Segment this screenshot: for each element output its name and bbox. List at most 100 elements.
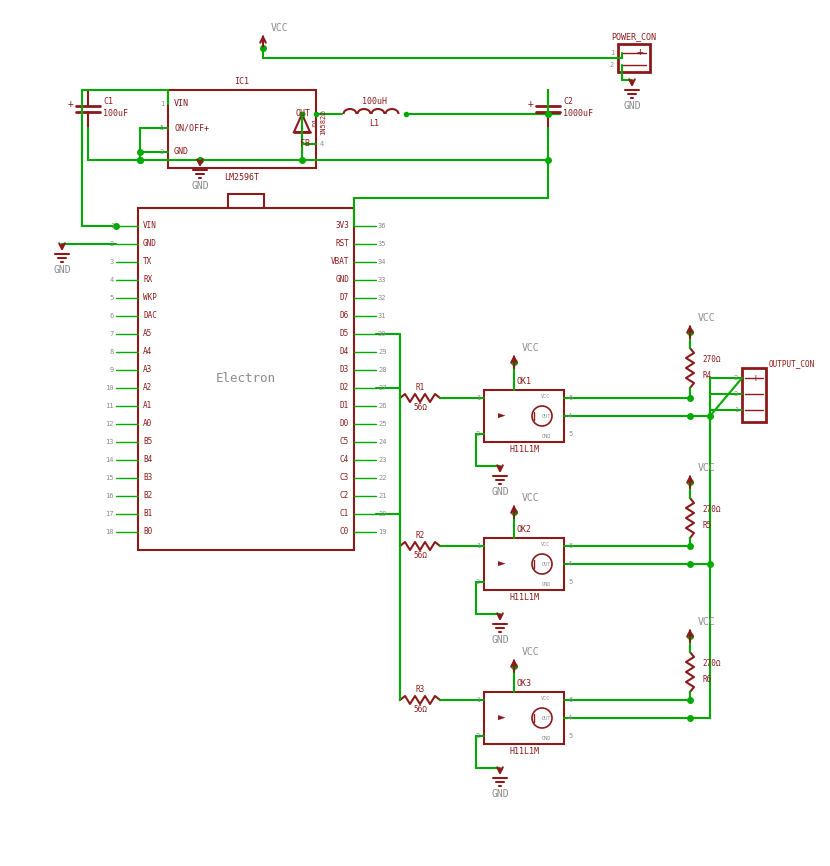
Text: GND: GND [174,147,189,157]
Text: A0: A0 [143,419,152,429]
Text: TX: TX [143,257,152,267]
Text: D7: D7 [339,294,349,302]
Text: OK1: OK1 [516,378,531,386]
Text: D4: D4 [339,347,349,357]
Text: B3: B3 [143,474,152,482]
Text: 270Ω: 270Ω [702,660,720,669]
Text: GND: GND [191,181,209,191]
Text: GND: GND [491,789,509,799]
Text: C1: C1 [339,509,349,519]
Text: R4: R4 [702,372,711,380]
Text: OUTPUT_CON: OUTPUT_CON [769,359,815,369]
Text: H11L1M: H11L1M [509,747,539,757]
Text: C4: C4 [339,456,349,464]
Text: 3: 3 [110,259,114,265]
Text: VCC: VCC [522,343,540,353]
Text: 56Ω: 56Ω [413,404,427,412]
Text: B2: B2 [143,492,152,501]
Text: VCC: VCC [522,493,540,503]
Text: 5: 5 [110,295,114,301]
Text: 5: 5 [159,125,164,131]
Text: VCC: VCC [698,313,715,323]
Text: A3: A3 [143,365,152,374]
Text: D1: D1 [312,118,318,126]
Text: 1: 1 [159,101,164,107]
Text: 32: 32 [378,295,387,301]
Text: GND: GND [623,101,641,111]
Text: OUT: OUT [295,109,310,119]
Text: A2: A2 [143,384,152,392]
Text: C2: C2 [339,492,349,501]
Text: 3V3: 3V3 [335,222,349,230]
Text: OUT: OUT [541,715,550,721]
Text: H11L1M: H11L1M [509,445,539,455]
Text: R5: R5 [702,521,711,531]
Text: R1: R1 [415,384,425,392]
Text: Electron: Electron [216,372,276,385]
Text: GND: GND [335,275,349,285]
Text: A4: A4 [143,347,152,357]
Text: L1: L1 [369,120,379,128]
Text: ►: ► [498,410,505,423]
Text: R2: R2 [415,532,425,540]
Text: 270Ω: 270Ω [702,356,720,365]
Text: 2: 2 [476,733,480,739]
Text: 2: 2 [610,62,614,68]
Text: 11: 11 [105,403,114,409]
Text: 20: 20 [378,511,387,517]
Text: 3: 3 [734,391,738,397]
Text: POWER_CON: POWER_CON [612,33,657,42]
Text: R3: R3 [415,686,425,695]
Text: C0: C0 [339,527,349,537]
Text: 12: 12 [105,421,114,427]
Text: LM2596T: LM2596T [224,173,260,183]
Text: ON/OFF+: ON/OFF+ [174,124,209,132]
Text: A5: A5 [143,329,152,339]
Text: 8: 8 [110,349,114,355]
Text: 36: 36 [378,223,387,229]
Bar [618,44,650,72]
Text: 270Ω: 270Ω [702,506,720,514]
Text: +: + [753,373,759,383]
Text: 100uH: 100uH [362,98,387,107]
Text: D2: D2 [339,384,349,392]
Text: VCC: VCC [541,695,550,701]
Text: 22: 22 [378,475,387,481]
Text: 25: 25 [378,421,387,427]
Text: 2: 2 [476,431,480,437]
Text: 1: 1 [734,407,738,413]
Text: 6: 6 [568,395,572,401]
Text: VCC: VCC [541,393,550,398]
Text: D3: D3 [339,365,349,374]
Text: 4: 4 [320,141,325,147]
Text: D6: D6 [339,312,349,320]
Text: VBAT: VBAT [330,257,349,267]
Text: 24: 24 [378,439,387,445]
Text: 28: 28 [378,367,387,373]
Text: B1: B1 [143,509,152,519]
Text: R6: R6 [702,675,711,684]
Text: GND: GND [53,265,71,275]
Text: GND: GND [541,735,550,740]
Text: 9: 9 [110,367,114,373]
Text: D0: D0 [339,419,349,429]
Text: 5: 5 [568,431,572,437]
Text: DAC: DAC [143,312,157,320]
Text: OUT: OUT [541,413,550,418]
Text: 31: 31 [378,313,387,319]
Text: GND: GND [541,434,550,438]
Text: C2: C2 [563,98,573,107]
Text: 30: 30 [378,331,387,337]
Text: B5: B5 [143,437,152,447]
Text: 100uF: 100uF [103,108,128,118]
Text: 4: 4 [110,277,114,283]
Bar [484,390,564,442]
Text: 5: 5 [568,733,572,739]
Text: D5: D5 [339,329,349,339]
Text: GND: GND [541,581,550,586]
Text: +: + [527,99,533,109]
Text: VIN: VIN [143,222,157,230]
Text: 13: 13 [105,439,114,445]
Text: 1: 1 [610,50,614,56]
Text: B4: B4 [143,456,152,464]
